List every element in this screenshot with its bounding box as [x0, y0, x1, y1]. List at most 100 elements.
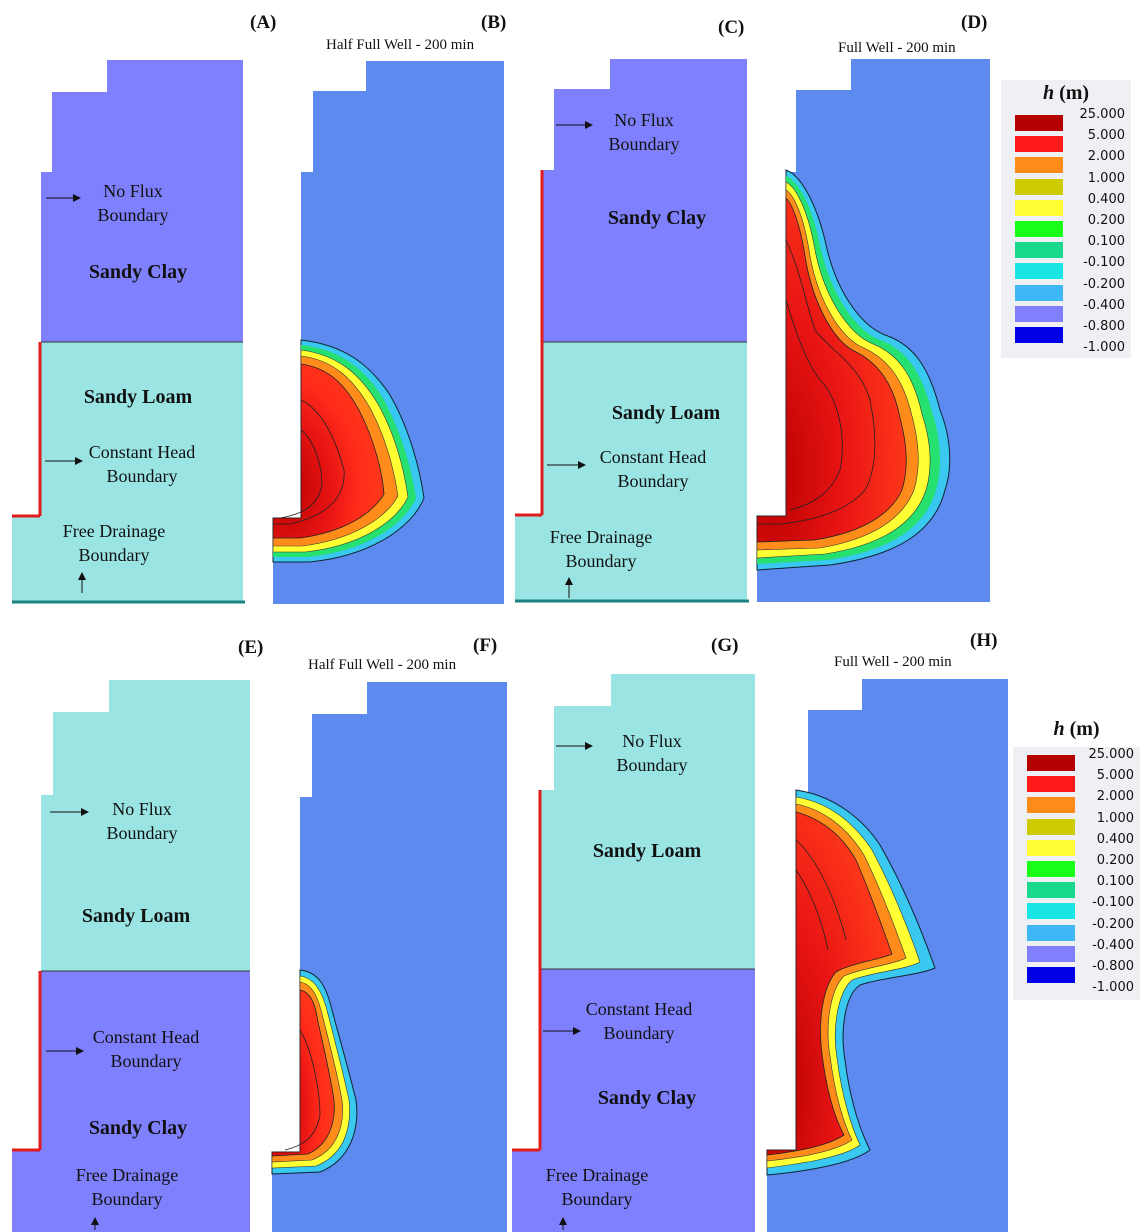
panel-h-simulation	[766, 679, 1008, 1232]
panel-g-no-flux-1: No Flux	[622, 731, 682, 751]
panel-label-h: (H)	[970, 630, 998, 651]
legend-bottom-title: h (m)	[1013, 718, 1140, 741]
panel-g-const-head-1: Constant Head	[586, 999, 692, 1019]
panel-c-lower-layer	[515, 342, 747, 601]
legend-swatch	[1027, 755, 1075, 771]
panel-e-upper-layer	[41, 680, 250, 971]
panel-a-const-head-1: Constant Head	[89, 442, 195, 462]
legend-value: -0.400	[1092, 937, 1134, 953]
legend-swatch	[1015, 157, 1063, 174]
panel-g-free-drain-2: Boundary	[562, 1189, 633, 1209]
legend-swatch	[1027, 945, 1075, 962]
legend-value: 25.000	[1079, 107, 1126, 122]
panel-g-free-drain-1: Free Drainage	[546, 1165, 648, 1185]
legend-swatch	[1027, 818, 1075, 835]
legend-swatch	[1015, 221, 1063, 237]
legend-swatch	[1027, 776, 1075, 793]
legend-swatch	[1015, 136, 1063, 153]
panel-g-lower-layer	[512, 969, 755, 1232]
legend-swatch	[1015, 284, 1063, 301]
panel-g-const-head-2: Boundary	[604, 1023, 675, 1043]
title-h: Full Well - 200 min	[834, 654, 952, 670]
legend-top: h (m) 25.000 5.000 2.000 1.000 0.400 0.200 0.1…	[1001, 80, 1131, 358]
legend-value: 2.000	[1087, 149, 1125, 165]
legend-swatch	[1027, 903, 1075, 920]
panel-e-no-flux-1: No Flux	[112, 799, 172, 819]
panel-label-g: (G)	[711, 635, 739, 656]
panel-a-upper-layer	[41, 60, 243, 342]
legend-value: 5.000	[1087, 128, 1125, 144]
legend-value: 0.100	[1096, 874, 1134, 890]
panel-e-const-head-1: Constant Head	[93, 1027, 199, 1047]
panel-g-upper-layer	[541, 674, 755, 969]
panel-a-domain: No Flux Boundary Sandy Clay Sandy Loam C…	[12, 60, 245, 604]
legend-value: 1.000	[1096, 810, 1134, 826]
legend-top-title-var: h	[1042, 82, 1055, 104]
panel-c-const-head-1: Constant Head	[600, 447, 706, 467]
panel-a-const-head-2: Boundary	[107, 466, 178, 486]
legend-value: 0.400	[1087, 191, 1125, 207]
panel-c-upper-soil: Sandy Clay	[608, 207, 706, 229]
legend-swatch	[1027, 839, 1075, 856]
legend-top-rows: 25.000 5.000 2.000 1.000 0.400 0.200 0.100 -0.1…	[1001, 107, 1131, 360]
panel-c-domain: No Flux Boundary Sandy Clay Sandy Loam C…	[515, 59, 749, 603]
legend-value: 1.000	[1087, 170, 1125, 186]
panel-c-free-drain-1: Free Drainage	[550, 527, 652, 547]
panel-label-c: (C)	[718, 17, 745, 38]
panel-c-no-flux-1: No Flux	[614, 110, 674, 130]
panel-a-upper-soil: Sandy Clay	[89, 261, 187, 283]
legend-swatch	[1027, 882, 1075, 899]
legend-swatch	[1015, 263, 1063, 280]
title-d: Full Well - 200 min	[838, 40, 956, 56]
legend-value: -0.100	[1092, 895, 1134, 911]
panel-a-lower-soil: Sandy Loam	[84, 386, 193, 408]
panel-c-no-flux-2: Boundary	[609, 134, 680, 154]
panel-label-f: (F)	[473, 635, 498, 656]
legend-value: -0.200	[1092, 916, 1134, 932]
legend-swatch	[1027, 861, 1075, 877]
legend-value-last: -1.000	[1083, 340, 1125, 356]
panel-g-no-flux-2: Boundary	[617, 755, 688, 775]
panel-c-const-head-2: Boundary	[618, 471, 689, 491]
panel-d-simulation	[756, 59, 990, 602]
title-f: Half Full Well - 200 min	[308, 657, 457, 673]
legend-swatch	[1015, 305, 1063, 322]
legend-value: 0.400	[1096, 831, 1134, 847]
legend-value-last: -1.000	[1092, 980, 1134, 996]
panel-a-no-flux-2: Boundary	[98, 205, 169, 225]
panel-e-const-head-2: Boundary	[111, 1051, 182, 1071]
legend-swatch	[1027, 924, 1075, 941]
panel-e-lower-soil: Sandy Clay	[89, 1117, 187, 1139]
panel-c-free-drain-2: Boundary	[566, 551, 637, 571]
legend-swatch	[1015, 242, 1063, 259]
legend-bottom-title-unit: (m)	[1064, 718, 1100, 740]
legend-value: 0.200	[1096, 853, 1134, 868]
panel-e-no-flux-2: Boundary	[107, 823, 178, 843]
legend-bottom-rows: 25.000 5.000 2.000 1.000 0.400 0.200 0.100 -0.1…	[1013, 747, 1140, 1001]
panel-g-lower-soil: Sandy Clay	[598, 1087, 696, 1109]
panel-label-d: (D)	[961, 12, 988, 33]
title-b: Half Full Well - 200 min	[326, 37, 475, 53]
legend-value: -0.800	[1092, 959, 1134, 974]
legend-value: 5.000	[1096, 768, 1134, 784]
legend-value: -0.200	[1083, 276, 1125, 292]
legend-bottom: h (m) 25.000 5.000 2.000 1.000 0.400 0.200 0.1…	[1013, 716, 1140, 1006]
legend-swatch	[1015, 199, 1063, 216]
panel-g-upper-soil: Sandy Loam	[593, 840, 702, 862]
panel-a-free-drain-2: Boundary	[79, 545, 150, 565]
panel-label-a: (A)	[250, 12, 277, 33]
legend-top-title: h (m)	[1001, 82, 1131, 105]
panel-e-free-drain-2: Boundary	[92, 1189, 163, 1209]
panel-a-lower-layer	[12, 342, 243, 602]
panel-b-simulation	[272, 61, 504, 604]
legend-value: 0.100	[1087, 234, 1125, 250]
legend-value: -0.800	[1083, 319, 1125, 334]
panel-a-free-drain-1: Free Drainage	[63, 521, 165, 541]
panel-f-simulation	[271, 682, 507, 1232]
legend-value: -0.100	[1083, 255, 1125, 271]
panel-e-free-drain-1: Free Drainage	[76, 1165, 178, 1185]
legend-swatch	[1027, 797, 1075, 814]
legend-swatch	[1015, 178, 1063, 195]
legend-swatch	[1015, 327, 1063, 343]
